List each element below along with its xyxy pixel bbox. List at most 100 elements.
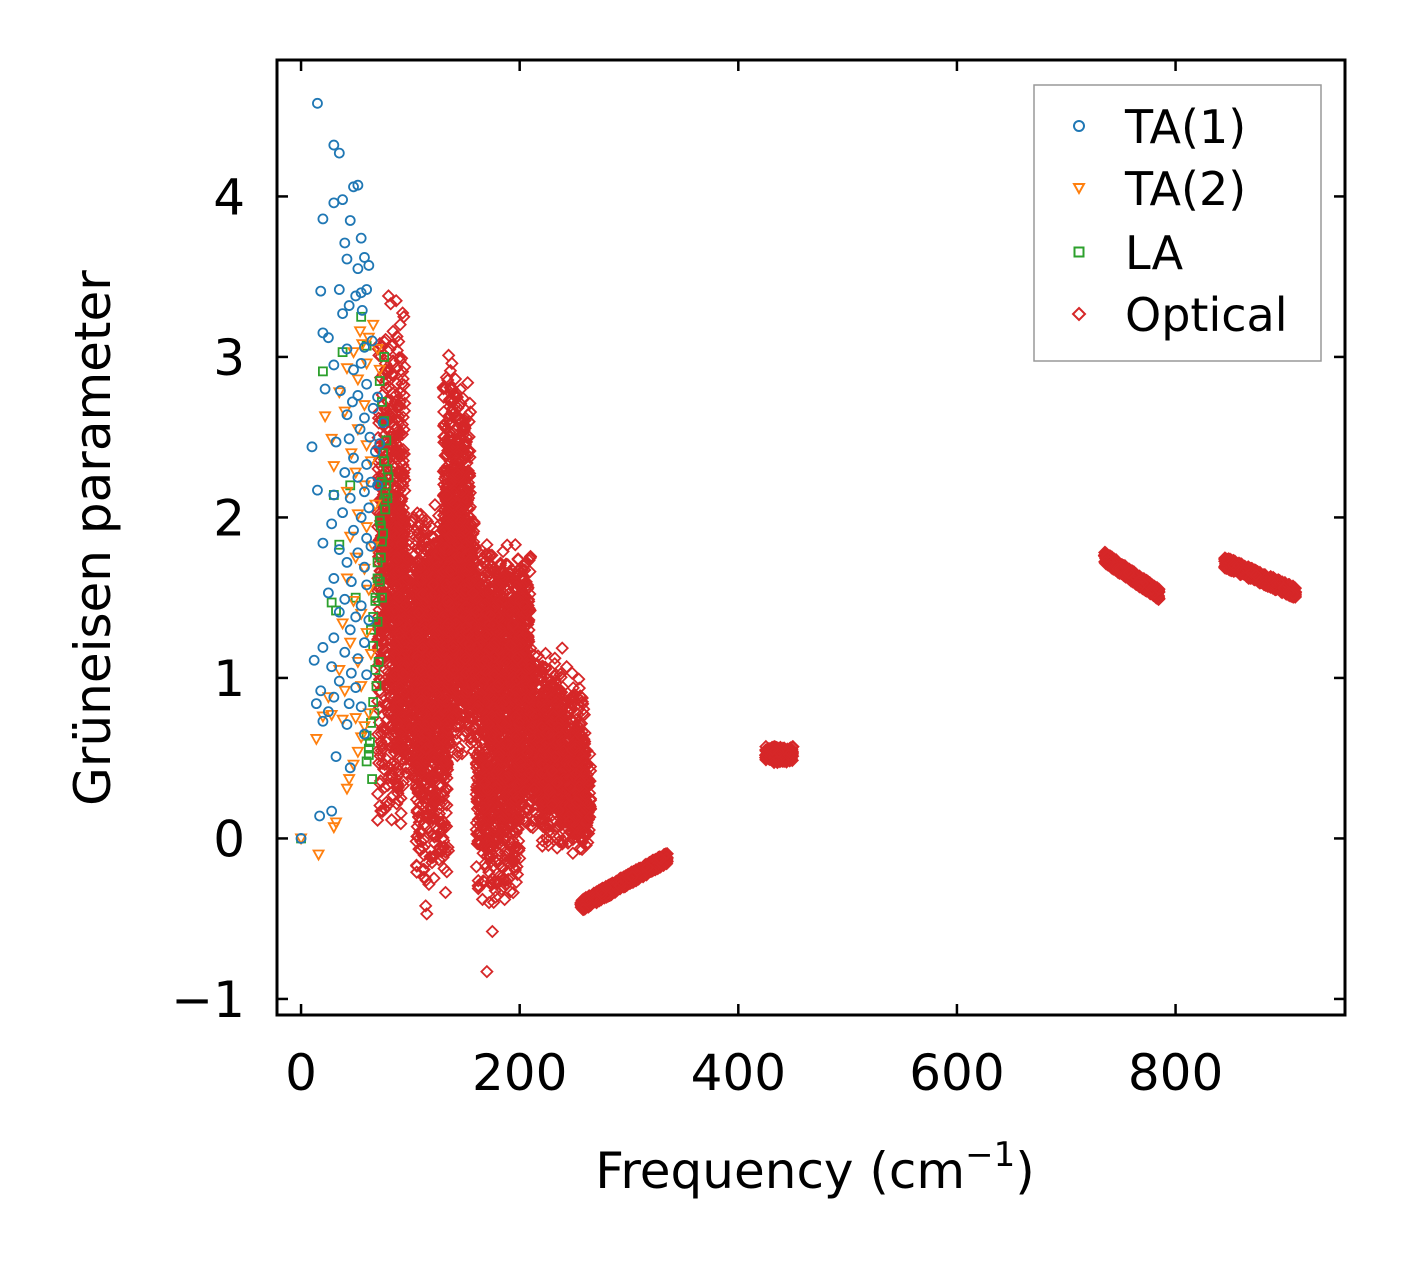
data-point-optical <box>438 885 453 900</box>
data-point-optical <box>394 351 409 366</box>
data-point-optical <box>445 658 460 672</box>
data-point-optical <box>430 823 444 837</box>
data-point-optical <box>441 677 456 692</box>
data-point-optical <box>395 476 410 491</box>
data-point-optical <box>440 488 454 503</box>
data-point-optical <box>447 580 461 594</box>
data-point-optical <box>442 399 457 414</box>
data-point-optical <box>439 370 454 385</box>
data-point-optical <box>391 690 405 705</box>
data-point-optical <box>416 833 431 847</box>
data-point-optical <box>410 805 424 819</box>
data-point-optical <box>416 587 430 601</box>
data-point-optical <box>444 564 459 579</box>
data-point-optical <box>392 400 407 414</box>
data-point-optical <box>394 505 409 520</box>
data-point-optical <box>388 566 402 581</box>
data-point-optical <box>430 656 444 670</box>
data-point-optical <box>460 493 475 507</box>
data-point-optical <box>444 475 459 489</box>
data-point-optical <box>423 783 438 797</box>
data-point-optical <box>387 731 402 745</box>
data-point-optical <box>392 626 407 641</box>
data-point-optical <box>417 735 432 749</box>
data-point-optical <box>458 523 473 538</box>
data-point-optical <box>440 798 454 812</box>
data-point-optical <box>429 671 444 685</box>
data-point-optical <box>394 806 408 821</box>
data-point-optical <box>387 636 402 651</box>
data-point-optical <box>394 816 408 831</box>
data-point-optical <box>423 850 438 865</box>
data-point-optical <box>388 527 402 542</box>
data-point-optical <box>411 810 426 825</box>
data-point-optical <box>396 659 410 674</box>
data-point-optical <box>428 498 442 512</box>
data-point-optical <box>441 732 456 747</box>
data-point-optical <box>457 422 471 436</box>
data-point-optical <box>426 750 441 764</box>
data-point-optical <box>391 786 405 801</box>
data-point-optical <box>444 598 459 612</box>
data-point-optical <box>412 606 426 620</box>
data-point-optical <box>390 717 404 732</box>
data-point-optical <box>438 754 453 769</box>
data-point-optical <box>426 570 440 584</box>
data-point-optical <box>378 721 393 736</box>
data-point-optical <box>427 806 441 821</box>
data-point-optical <box>370 813 385 827</box>
data-point-optical <box>437 540 452 555</box>
data-point-optical <box>409 626 424 641</box>
data-point-optical <box>446 701 461 716</box>
data-point-optical <box>426 828 441 842</box>
data-point-optical <box>401 543 415 558</box>
data-point-optical <box>437 502 452 517</box>
data-point-optical <box>432 840 447 855</box>
data-point-optical <box>411 786 425 800</box>
data-point-optical <box>454 501 468 516</box>
data-point-optical <box>396 372 410 386</box>
data-point-optical <box>390 437 404 452</box>
data-point-optical <box>455 746 469 761</box>
data-point-optical <box>412 552 426 566</box>
data-point-optical <box>441 840 455 855</box>
data-point-optical <box>441 565 456 579</box>
data-point-optical <box>437 524 452 538</box>
data-point-optical <box>393 449 407 464</box>
data-point-optical <box>371 640 386 654</box>
data-point-optical <box>393 386 408 400</box>
data-point-optical <box>444 380 459 395</box>
data-point-optical <box>436 508 451 522</box>
data-point-optical <box>415 572 430 587</box>
data-point-optical <box>451 574 465 588</box>
data-point-optical <box>386 324 400 339</box>
data-point-optical <box>417 764 432 779</box>
data-point-optical <box>430 688 444 702</box>
data-point-optical <box>419 513 433 527</box>
data-point-optical <box>437 532 452 546</box>
data-point-optical <box>448 398 462 412</box>
data-point-optical <box>411 574 426 588</box>
data-point-optical <box>395 306 410 320</box>
data-point-optical <box>401 588 416 602</box>
data-point-optical <box>375 583 389 597</box>
data-point-optical <box>439 819 454 834</box>
data-point-optical <box>426 659 441 673</box>
data-point-optical <box>388 740 402 754</box>
data-point-optical <box>409 755 424 769</box>
data-point-optical <box>398 731 413 746</box>
data-point-optical <box>378 332 393 347</box>
data-point-optical <box>392 763 406 778</box>
data-point-optical <box>411 829 425 843</box>
data-point-optical <box>375 756 390 771</box>
data-point-optical <box>442 542 456 557</box>
data-point-optical <box>390 329 404 344</box>
data-point-optical <box>396 774 410 789</box>
data-point-optical <box>373 651 388 665</box>
data-point-optical <box>407 510 421 525</box>
data-point-optical <box>426 578 440 592</box>
data-point-optical <box>387 563 402 577</box>
data-point-optical <box>437 417 452 431</box>
data-point-optical <box>375 542 390 557</box>
